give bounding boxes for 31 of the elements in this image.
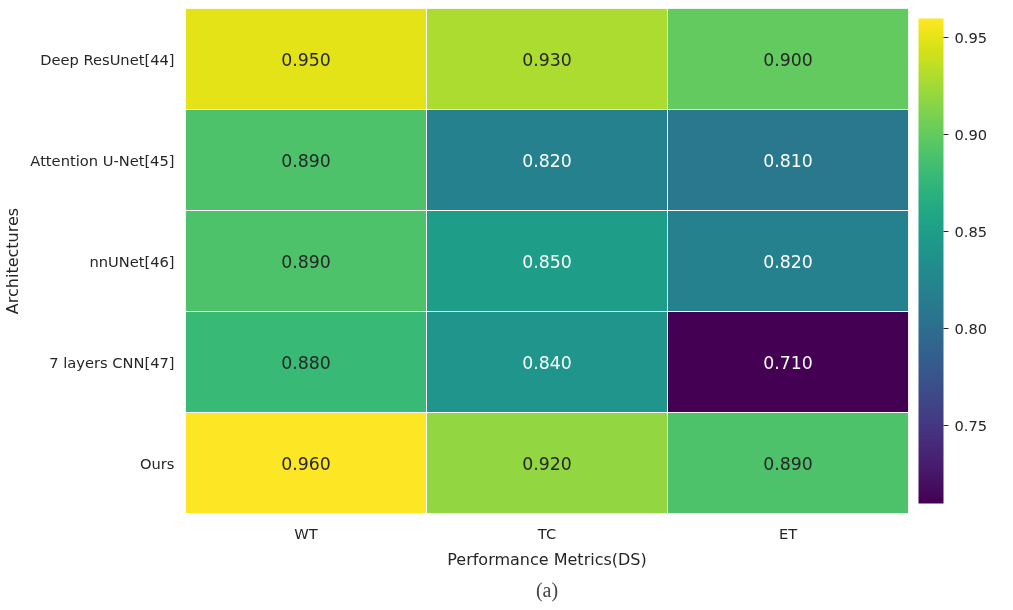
data-label: 0.850 [522,251,572,272]
y-tick-label: Ours [140,454,175,472]
color-bar-label: 0.80 [954,319,988,337]
y-tick-label: Attention U-Net[45] [30,151,175,169]
x-tick-label: WT [294,524,318,542]
y-tick-label: Deep ResUnet[44] [40,50,175,68]
y-tick-label: nnUNet[46] [89,252,175,270]
color-bar-label: 0.90 [954,125,988,143]
data-label: 0.880 [281,352,331,373]
y-axis-title: Architectures [3,207,23,315]
color-bar-label: 0.85 [954,222,988,240]
data-label: 0.820 [522,150,572,171]
data-label: 0.920 [522,453,572,474]
data-label: 0.890 [281,251,331,272]
data-label: 0.950 [281,49,331,70]
data-label: 0.840 [522,352,572,373]
x-tick-label: TC [536,524,557,542]
color-bar-label: 0.95 [954,28,988,46]
text: (a) [535,578,559,602]
data-label: 0.960 [281,453,331,474]
data-label: 0.820 [763,251,813,272]
data-label: 0.890 [281,150,331,171]
data-label: 0.890 [763,453,813,474]
data-label: 0.810 [763,150,813,171]
y-tick-label: 7 layers CNN[47] [49,353,175,371]
x-tick-label: ET [778,524,798,542]
data-label: 0.710 [763,352,813,373]
x-axis-title: Performance Metrics(DS) [447,549,647,569]
color-bar-label: 0.75 [954,416,988,434]
data-label: 0.900 [763,49,813,70]
data-label: 0.930 [522,49,572,70]
